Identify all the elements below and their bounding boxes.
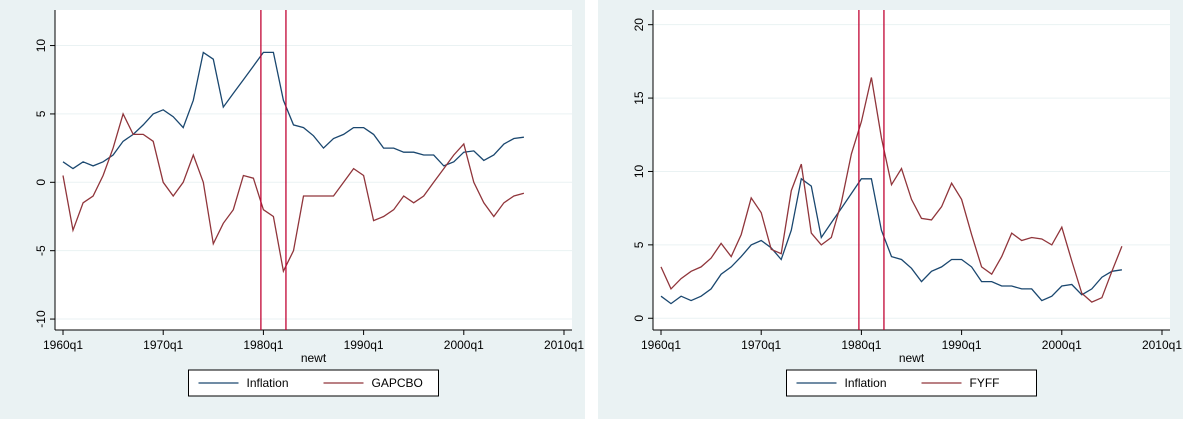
series-line	[62, 112, 525, 274]
y-tick-label: 0	[632, 315, 646, 322]
x-tick-label: 1960q1	[641, 338, 681, 352]
x-axis-label: newt	[301, 351, 327, 365]
x-tick-label: 1990q1	[344, 338, 384, 352]
y-tick-label: 20	[632, 18, 646, 32]
x-tick-label: 2000q1	[444, 338, 484, 352]
legend-label: Inflation	[247, 376, 289, 390]
x-tick-label: 1980q1	[243, 338, 283, 352]
y-tick-label: 5	[632, 241, 646, 248]
x-tick-label: 1960q1	[43, 338, 83, 352]
series-line	[660, 77, 1123, 303]
plot-area	[653, 10, 1170, 330]
x-axis-label: newt	[899, 351, 925, 365]
y-tick-label: -10	[34, 310, 48, 328]
x-tick-label: 1970q1	[143, 338, 183, 352]
x-tick-label: 1970q1	[741, 338, 781, 352]
x-tick-label: 2010q1	[1142, 338, 1182, 352]
y-tick-label: 0	[34, 179, 48, 186]
x-tick-label: 2000q1	[1042, 338, 1082, 352]
x-tick-label: 1980q1	[841, 338, 881, 352]
y-tick-label: -5	[34, 245, 48, 256]
legend-label: GAPCBO	[372, 376, 423, 390]
legend-label: FYFF	[970, 376, 1000, 390]
x-tick-label: 1990q1	[942, 338, 982, 352]
x-tick-label: 2010q1	[544, 338, 584, 352]
y-tick-label: 10	[632, 164, 646, 178]
y-tick-label: 10	[34, 39, 48, 53]
y-tick-label: 5	[34, 110, 48, 117]
legend-label: Inflation	[845, 376, 887, 390]
y-tick-label: 15	[632, 91, 646, 105]
plot-area	[55, 10, 572, 330]
series-line	[660, 177, 1122, 305]
